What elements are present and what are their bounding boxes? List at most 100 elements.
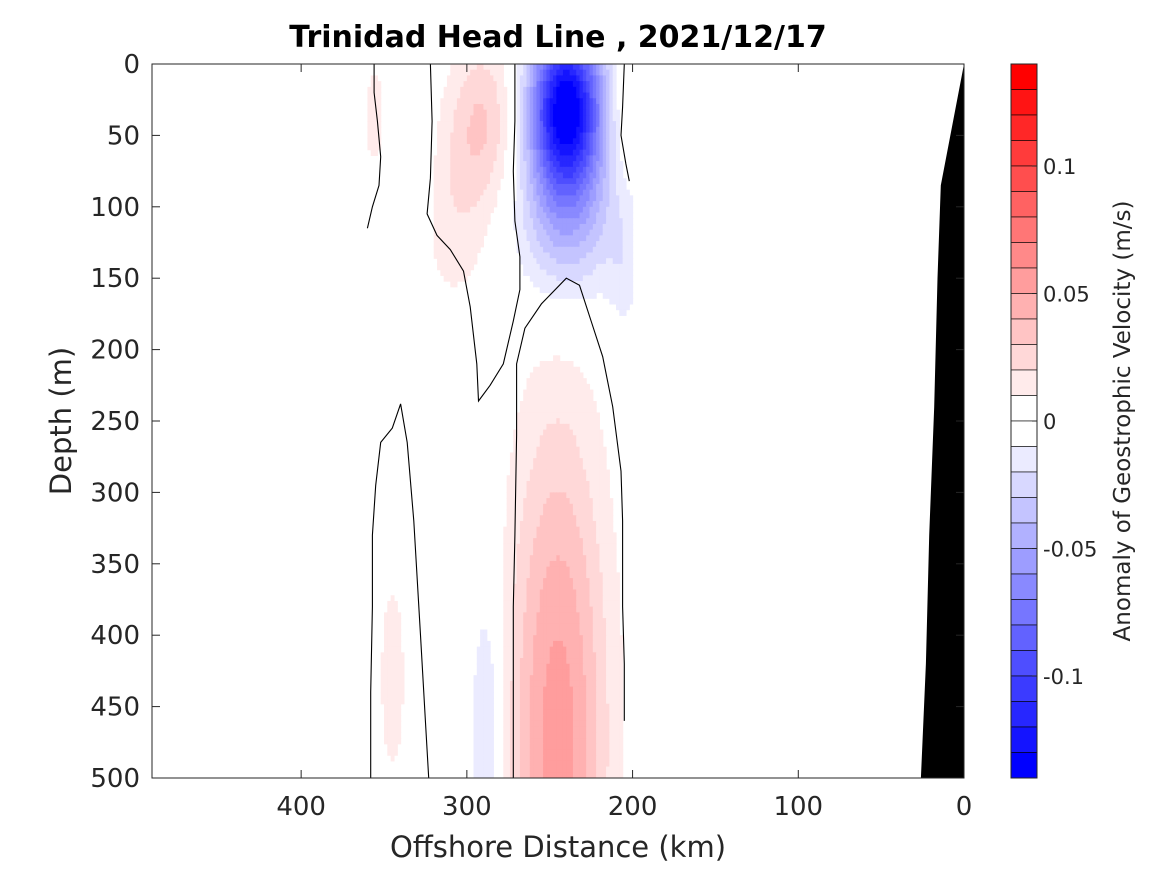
field-cell <box>602 566 607 573</box>
field-cell <box>599 446 604 454</box>
field-cell <box>566 189 571 196</box>
field-cell <box>562 212 567 219</box>
field-cell <box>572 595 577 602</box>
field-cell <box>526 663 531 671</box>
field-cell <box>616 269 620 276</box>
colorbar-segment <box>1010 675 1038 702</box>
field-cell <box>596 423 601 431</box>
field-cell <box>539 480 544 488</box>
field-cell <box>529 486 534 493</box>
field-cell <box>450 126 455 134</box>
field-cell <box>529 600 534 608</box>
field-cell <box>549 195 554 202</box>
field-cell <box>523 263 528 271</box>
field-cell <box>480 103 485 111</box>
field-cell <box>559 269 564 276</box>
field-cell <box>576 178 581 185</box>
field-cell <box>450 281 455 288</box>
field-cell <box>529 126 534 134</box>
field-cell <box>526 195 531 202</box>
field-cell <box>480 172 485 179</box>
field-cell <box>437 183 441 191</box>
field-cell <box>529 275 534 282</box>
field-cell <box>549 458 554 465</box>
field-cell <box>569 81 574 88</box>
field-cell <box>387 646 392 653</box>
field-cell <box>490 749 494 756</box>
field-cell <box>486 161 491 168</box>
field-cell <box>397 635 402 642</box>
field-cell <box>576 623 581 631</box>
field-cell <box>616 178 620 185</box>
field-cell <box>625 292 630 299</box>
field-cell <box>612 206 617 214</box>
field-cell <box>476 86 481 94</box>
field-cell <box>599 149 604 156</box>
field-cell <box>500 121 504 128</box>
field-cell <box>519 223 524 231</box>
field-cell <box>483 640 488 648</box>
field-cell <box>480 92 485 99</box>
field-cell <box>496 103 501 111</box>
field-cell <box>592 749 597 756</box>
field-cell <box>549 606 554 613</box>
field-cell <box>384 635 388 642</box>
field-cell <box>602 161 607 168</box>
field-cell <box>393 709 398 716</box>
field-cell <box>543 463 547 471</box>
field-cell <box>559 366 564 374</box>
field-cell <box>596 686 601 693</box>
field-cell <box>400 692 405 699</box>
field-cell <box>393 663 398 671</box>
field-cell <box>576 418 581 425</box>
field-cell <box>400 663 405 671</box>
field-cell <box>553 201 557 208</box>
field-cell <box>612 195 617 202</box>
field-cell <box>536 103 541 111</box>
field-cell <box>576 612 581 619</box>
field-cell <box>562 509 567 516</box>
field-cell <box>566 121 571 128</box>
field-cell <box>602 109 607 117</box>
field-cell <box>433 212 438 219</box>
field-cell <box>553 578 557 585</box>
field-cell <box>536 161 541 168</box>
field-cell <box>536 269 541 276</box>
field-cell <box>556 480 561 488</box>
field-cell <box>586 760 591 768</box>
field-cell <box>596 755 601 762</box>
field-cell <box>556 698 561 705</box>
field-cell <box>566 538 571 545</box>
field-cell <box>556 292 561 299</box>
field-cell <box>586 195 591 202</box>
field-cell <box>549 418 554 425</box>
field-cell <box>556 583 561 591</box>
field-cell <box>566 720 571 728</box>
field-cell <box>509 663 514 671</box>
field-cell <box>569 361 574 368</box>
field-cell <box>519 246 524 254</box>
field-cell <box>606 81 610 88</box>
field-cell <box>546 475 551 482</box>
field-cell <box>625 189 630 196</box>
field-cell <box>513 560 518 568</box>
field-cell <box>480 675 485 682</box>
field-cell <box>592 161 597 168</box>
field-cell <box>526 766 531 773</box>
field-cell <box>519 480 524 488</box>
field-cell <box>579 418 584 425</box>
field-cell <box>506 532 511 539</box>
field-cell <box>586 618 591 625</box>
field-cell <box>616 698 620 705</box>
field-cell <box>589 618 594 625</box>
field-cell <box>549 560 554 568</box>
field-cell <box>596 566 601 573</box>
field-cell <box>549 629 554 636</box>
field-cell <box>460 246 465 254</box>
field-cell <box>602 532 607 539</box>
field-cell <box>559 755 564 762</box>
field-cell <box>433 183 438 191</box>
field-cell <box>556 132 561 139</box>
field-cell <box>466 183 471 191</box>
field-cell <box>586 492 591 499</box>
